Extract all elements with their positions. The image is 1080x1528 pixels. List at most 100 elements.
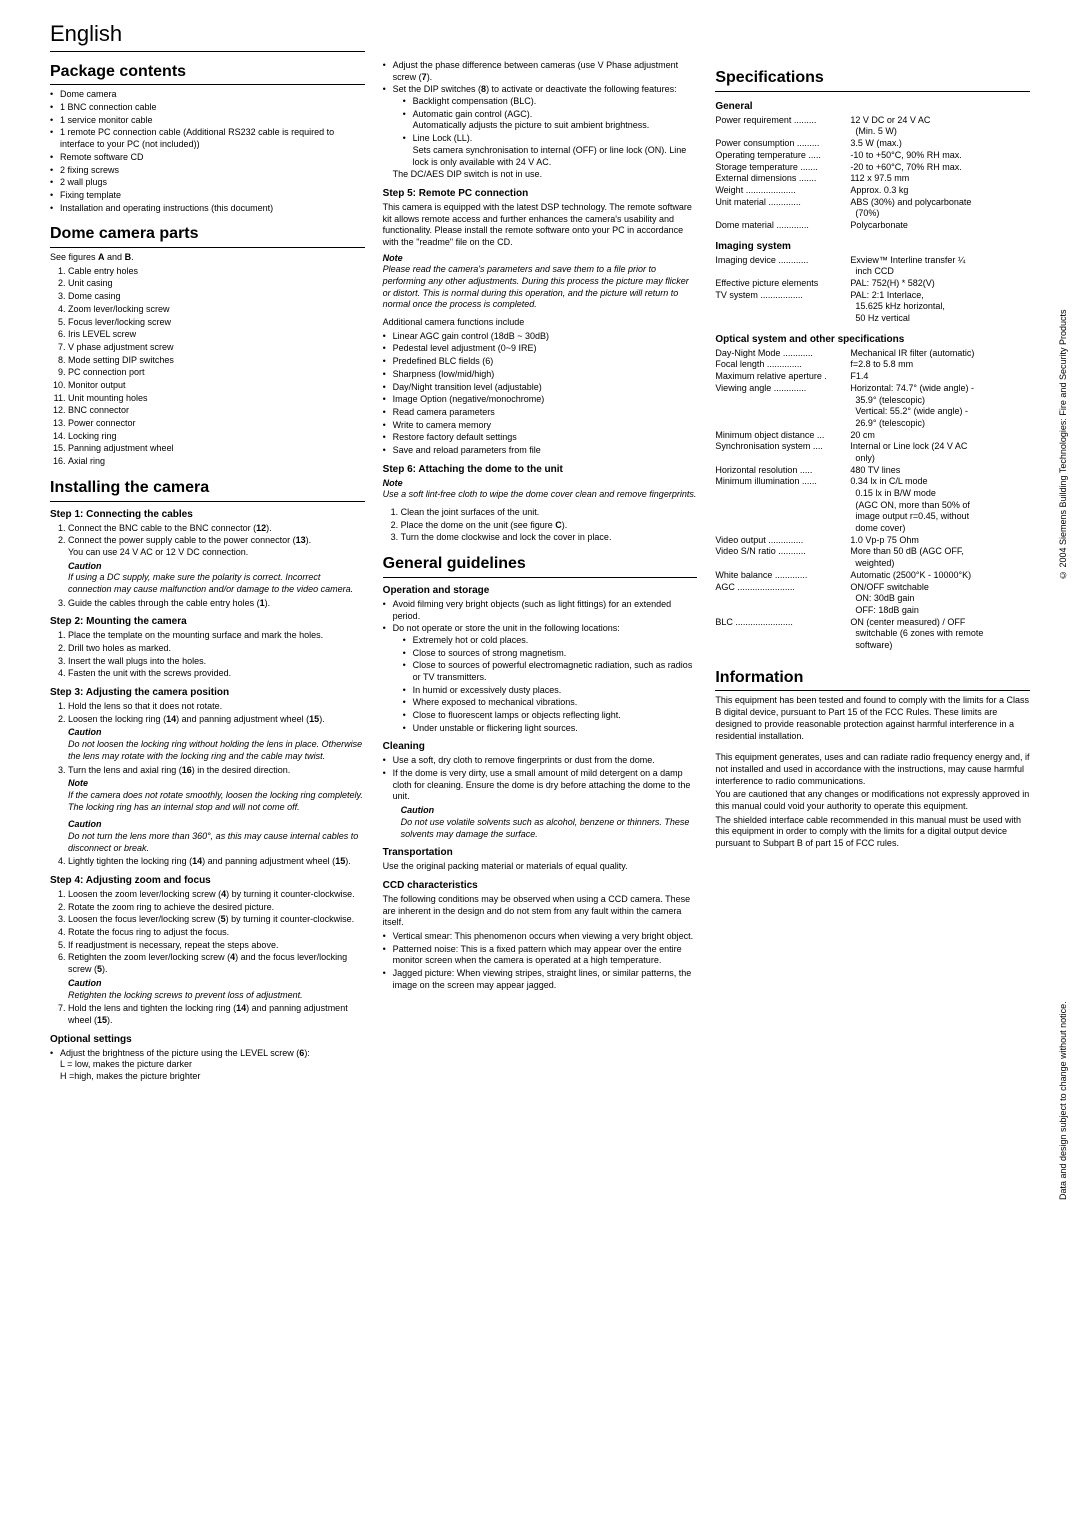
list-item: Connect the power supply cable to the po… — [68, 535, 365, 558]
info-para: This equipment generates, uses and can r… — [715, 752, 1030, 787]
list-item: Restore factory default settings — [393, 432, 698, 444]
spec-row: Maximum relative aperture .F1.4 — [715, 371, 1030, 383]
list-item: 2 fixing screws — [60, 165, 365, 177]
list-item: Place the template on the mounting surfa… — [68, 630, 365, 642]
list-item: Loosen the zoom lever/locking screw (4) … — [68, 889, 365, 901]
list-item: Close to sources of powerful electromagn… — [413, 660, 698, 683]
spec-row-cont: ON: 30dB gain — [715, 593, 1030, 605]
list-item: Insert the wall plugs into the holes. — [68, 656, 365, 668]
list-item: Guide the cables through the cable entry… — [68, 598, 365, 610]
ccd-list: Vertical smear: This phenomenon occurs w… — [383, 931, 698, 991]
caution-label: Caution — [68, 727, 365, 739]
list-item: Line Lock (LL).Sets camera synchronisati… — [413, 133, 698, 168]
step1-title: Step 1: Connecting the cables — [50, 508, 365, 521]
list-item: Day/Night transition level (adjustable) — [393, 382, 698, 394]
list-item: Remote software CD — [60, 152, 365, 164]
spec-row-cont: weighted) — [715, 558, 1030, 570]
list-item: Save and reload parameters from file — [393, 445, 698, 457]
list-item: Backlight compensation (BLC). — [413, 96, 698, 108]
transport-para: Use the original packing material or mat… — [383, 861, 698, 873]
list-item: 1 remote PC connection cable (Additional… — [60, 127, 365, 150]
note-text: If the camera does not rotate smoothly, … — [68, 790, 365, 813]
spec-row: TV system .................PAL: 2:1 Inte… — [715, 290, 1030, 302]
step3-list-c: Lightly tighten the locking ring (14) an… — [50, 856, 365, 868]
spec-row-cont: 50 Hz vertical — [715, 313, 1030, 325]
spec-row: Storage temperature .......-20 to +60°C,… — [715, 162, 1030, 174]
caution-text: If using a DC supply, make sure the pola… — [68, 572, 365, 595]
note-text: Use a soft lint-free cloth to wipe the d… — [383, 489, 698, 501]
list-item: Connect the BNC cable to the BNC connect… — [68, 523, 365, 535]
note-label: Note — [68, 778, 365, 790]
step4-list-b: Hold the lens and tighten the locking ri… — [50, 1003, 365, 1026]
specs-general-table: Power requirement .........12 V DC or 24… — [715, 115, 1030, 232]
spec-row: Synchronisation system ....Internal or L… — [715, 441, 1030, 453]
spec-row-cont: 15.625 kHz horizontal, — [715, 301, 1030, 313]
step6-title: Step 6: Attaching the dome to the unit — [383, 463, 698, 476]
transport-title: Transportation — [383, 846, 698, 859]
list-item: Where exposed to mechanical vibrations. — [413, 697, 698, 709]
list-item: Do not operate or store the unit in the … — [393, 623, 698, 734]
step5-list: Linear AGC gain control (18dB ~ 30dB) Pe… — [383, 331, 698, 457]
list-item: Set the DIP switches (8) to activate or … — [393, 84, 698, 181]
list-item: Rotate the focus ring to adjust the focu… — [68, 927, 365, 939]
list-item: Locking ring — [68, 431, 365, 443]
ccd-para: The following conditions may be observed… — [383, 894, 698, 929]
spec-row: AGC .......................ON/OFF switch… — [715, 582, 1030, 594]
list-item: Fixing template — [60, 190, 365, 202]
list-item: Dome casing — [68, 291, 365, 303]
list-item: Read camera parameters — [393, 407, 698, 419]
list-item: Vertical smear: This phenomenon occurs w… — [393, 931, 698, 943]
spec-row: BLC .......................ON (center me… — [715, 617, 1030, 629]
caution-label: Caution — [401, 805, 698, 817]
spec-row-cont: (Min. 5 W) — [715, 126, 1030, 138]
package-list: Dome camera 1 BNC connection cable 1 ser… — [50, 89, 365, 214]
list-item: Hold the lens and tighten the locking ri… — [68, 1003, 365, 1026]
list-item: If the dome is very dirty, use a small a… — [393, 768, 698, 803]
dip-tail: The DC/AES DIP switch is not in use. — [393, 169, 698, 181]
list-item: Unit mounting holes — [68, 393, 365, 405]
spec-row: External dimensions .......112 x 97.5 mm — [715, 173, 1030, 185]
side-notice: Data and design subject to change withou… — [1058, 870, 1070, 1200]
step6-list: Clean the joint surfaces of the unit. Pl… — [383, 507, 698, 544]
step4-title: Step 4: Adjusting zoom and focus — [50, 874, 365, 887]
list-item: Pedestal level adjustment (0~9 IRE) — [393, 343, 698, 355]
list-item: Turn the dome clockwise and lock the cov… — [401, 532, 698, 544]
spec-row: Dome material .............Polycarbonate — [715, 220, 1030, 232]
list-item: Close to fluorescent lamps or objects re… — [413, 710, 698, 722]
dome-parts-title: Dome camera parts — [50, 224, 365, 248]
spec-row-cont: Vertical: 55.2° (wide angle) - — [715, 406, 1030, 418]
info-title: Information — [715, 668, 1030, 692]
lang-heading: English — [50, 20, 365, 52]
optional-list: Adjust the brightness of the picture usi… — [50, 1048, 365, 1083]
step5-para: This camera is equipped with the latest … — [383, 202, 698, 249]
caution-label: Caution — [68, 978, 365, 990]
list-item: Extremely hot or cold places. — [413, 635, 698, 647]
step1-list-cont: Guide the cables through the cable entry… — [50, 598, 365, 610]
spec-row-cont: (AGC ON, more than 50% of — [715, 500, 1030, 512]
spec-row-cont: software) — [715, 640, 1030, 652]
step5-para2: Additional camera functions include — [383, 317, 698, 329]
spec-row: Unit material .............ABS (30%) and… — [715, 197, 1030, 209]
list-item: BNC connector — [68, 405, 365, 417]
spec-row: Minimum object distance ...20 cm — [715, 430, 1030, 442]
spec-row: Power consumption .........3.5 W (max.) — [715, 138, 1030, 150]
spec-row-cont: dome cover) — [715, 523, 1030, 535]
list-item: Loosen the locking ring (14) and panning… — [68, 714, 365, 726]
optional-cont: Adjust the phase difference between came… — [383, 60, 698, 181]
list-item: Iris LEVEL screw — [68, 329, 365, 341]
column-2: Adjust the phase difference between came… — [383, 20, 698, 1085]
list-item: In humid or excessively dusty places. — [413, 685, 698, 697]
list-item: Cable entry holes — [68, 266, 365, 278]
specs-general-title: General — [715, 100, 1030, 113]
spec-row: Power requirement .........12 V DC or 24… — [715, 115, 1030, 127]
info-para: You are cautioned that any changes or mo… — [715, 789, 1030, 812]
note-text: Please read the camera's parameters and … — [383, 264, 698, 311]
spec-row: Viewing angle .............Horizontal: 7… — [715, 383, 1030, 395]
list-item: Image Option (negative/monochrome) — [393, 394, 698, 406]
list-item: Avoid filming very bright objects (such … — [393, 599, 698, 622]
list-item: Retighten the zoom lever/locking screw (… — [68, 952, 365, 975]
cleaning-title: Cleaning — [383, 740, 698, 753]
caution-label: Caution — [68, 561, 365, 573]
specs-imaging-table: Imaging device ............Exview™ Inter… — [715, 255, 1030, 325]
list-item: Use a soft, dry cloth to remove fingerpr… — [393, 755, 698, 767]
